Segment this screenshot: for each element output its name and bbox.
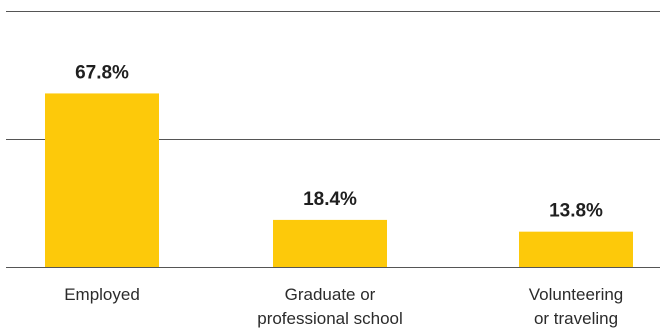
value-label-0: 67.8% (75, 62, 129, 83)
category-label-2-line-1: or traveling (534, 309, 618, 328)
label-layer: 67.8% 18.4% 13.8% (75, 62, 603, 221)
value-label-2: 13.8% (549, 201, 603, 222)
bar-0 (45, 93, 159, 267)
bar-1 (273, 219, 387, 267)
bar-2 (519, 231, 633, 267)
value-label-1: 18.4% (303, 189, 357, 210)
category-label-1-line-0: Graduate or (285, 285, 376, 304)
category-label-0-line-0: Employed (64, 285, 140, 304)
bar-layer (6, 93, 660, 268)
category-label-1-line-1: professional school (257, 309, 403, 328)
category-layer: Employed Graduate or professional school Vo… (64, 285, 623, 328)
category-label-2-line-0: Volunteering (529, 285, 624, 304)
